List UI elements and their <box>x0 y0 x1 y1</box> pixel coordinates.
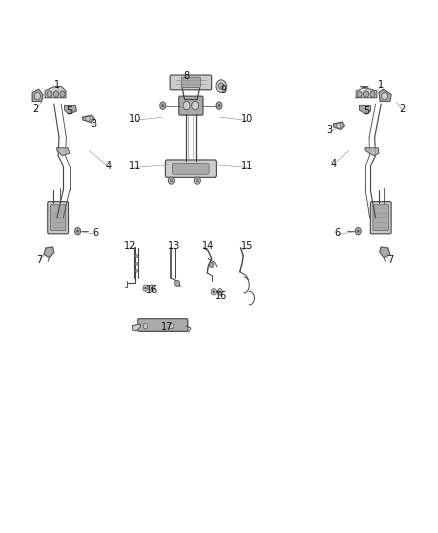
Polygon shape <box>379 90 391 101</box>
Text: 10: 10 <box>241 115 253 124</box>
Polygon shape <box>360 106 371 114</box>
FancyBboxPatch shape <box>173 164 209 174</box>
Text: 3: 3 <box>91 119 97 129</box>
Circle shape <box>357 91 362 97</box>
Circle shape <box>170 179 173 182</box>
FancyBboxPatch shape <box>50 205 66 231</box>
Text: 5: 5 <box>363 106 369 116</box>
FancyBboxPatch shape <box>371 201 391 234</box>
Circle shape <box>60 91 65 97</box>
Text: 8: 8 <box>184 70 190 80</box>
Polygon shape <box>334 122 344 130</box>
Circle shape <box>53 91 59 97</box>
Text: 14: 14 <box>202 241 214 252</box>
Text: 11: 11 <box>128 161 141 171</box>
Circle shape <box>355 228 361 235</box>
Circle shape <box>183 101 190 110</box>
Circle shape <box>135 254 138 257</box>
FancyBboxPatch shape <box>138 319 188 332</box>
Circle shape <box>135 262 138 265</box>
Circle shape <box>143 324 148 329</box>
Text: 13: 13 <box>167 241 180 252</box>
Polygon shape <box>45 87 66 98</box>
FancyBboxPatch shape <box>170 75 212 90</box>
Text: 10: 10 <box>128 115 141 124</box>
Circle shape <box>143 285 148 292</box>
Circle shape <box>218 104 220 107</box>
Circle shape <box>168 177 174 184</box>
Text: 17: 17 <box>161 322 173 332</box>
Circle shape <box>337 123 341 128</box>
Text: 7: 7 <box>36 255 42 265</box>
Circle shape <box>135 269 138 272</box>
Text: 6: 6 <box>93 228 99 238</box>
Circle shape <box>216 80 226 92</box>
FancyBboxPatch shape <box>373 205 389 231</box>
FancyBboxPatch shape <box>166 160 216 177</box>
Circle shape <box>160 102 166 109</box>
Circle shape <box>145 287 146 289</box>
Polygon shape <box>133 324 140 331</box>
Circle shape <box>47 91 52 97</box>
Polygon shape <box>380 247 390 257</box>
Circle shape <box>370 91 375 97</box>
Text: 3: 3 <box>326 125 332 135</box>
Text: 4: 4 <box>106 161 112 171</box>
Circle shape <box>77 230 78 232</box>
Text: 6: 6 <box>335 228 341 238</box>
Text: 16: 16 <box>146 285 158 295</box>
Text: 2: 2 <box>399 104 406 114</box>
Circle shape <box>219 291 221 293</box>
Polygon shape <box>83 115 95 123</box>
Polygon shape <box>65 106 76 114</box>
Circle shape <box>219 83 224 90</box>
Circle shape <box>194 177 201 184</box>
Circle shape <box>192 101 199 110</box>
Circle shape <box>213 291 215 293</box>
FancyBboxPatch shape <box>48 201 68 234</box>
Circle shape <box>162 104 164 107</box>
Polygon shape <box>32 90 43 101</box>
Text: 4: 4 <box>331 159 337 168</box>
Polygon shape <box>44 247 54 257</box>
Circle shape <box>216 102 222 109</box>
Circle shape <box>364 91 369 97</box>
Text: 1: 1 <box>54 79 60 90</box>
Circle shape <box>217 289 223 295</box>
Circle shape <box>381 92 388 100</box>
Circle shape <box>149 285 155 292</box>
FancyBboxPatch shape <box>179 96 203 115</box>
Circle shape <box>74 228 81 235</box>
Text: 5: 5 <box>67 106 73 116</box>
Text: 7: 7 <box>387 255 393 265</box>
Text: 9: 9 <box>220 85 226 95</box>
Text: 16: 16 <box>215 290 227 301</box>
Circle shape <box>174 280 180 287</box>
Circle shape <box>151 287 153 289</box>
Circle shape <box>86 116 90 122</box>
Polygon shape <box>365 148 379 156</box>
Circle shape <box>211 289 216 295</box>
Circle shape <box>34 92 40 100</box>
Text: 1: 1 <box>378 79 384 90</box>
Polygon shape <box>356 87 377 98</box>
Text: 2: 2 <box>32 104 39 114</box>
Circle shape <box>357 230 359 232</box>
Circle shape <box>169 324 173 329</box>
Text: 15: 15 <box>241 241 253 252</box>
FancyBboxPatch shape <box>181 77 201 88</box>
Circle shape <box>209 262 214 268</box>
Circle shape <box>196 179 199 182</box>
Polygon shape <box>57 148 70 156</box>
Text: 11: 11 <box>241 161 253 171</box>
Text: 12: 12 <box>124 241 137 252</box>
